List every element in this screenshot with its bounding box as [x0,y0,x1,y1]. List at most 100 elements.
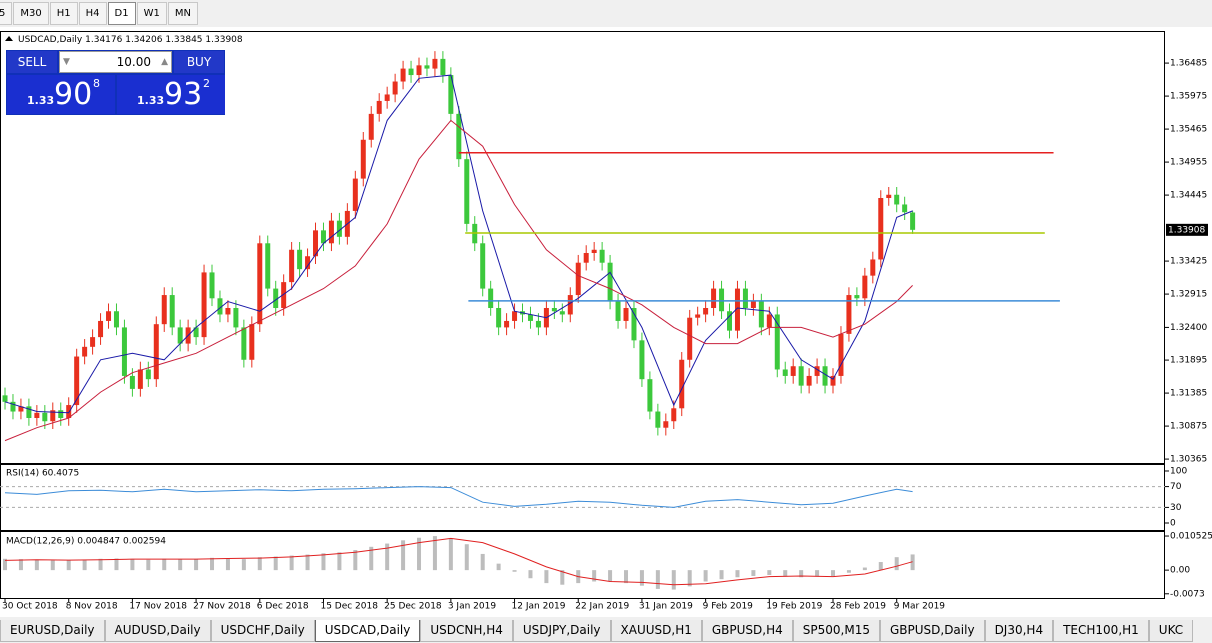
candle-body [145,369,151,380]
candle-body [98,320,104,338]
candle-body [551,308,557,312]
macd-bar [98,558,103,571]
timeframe-toolbar: 5 M30 H1 H4 D1 W1 MN [0,2,199,25]
candle-body [137,369,143,389]
bid-quote[interactable]: 1.33 90 8 [7,75,115,114]
timeframe-button[interactable]: 5 [0,2,13,25]
candle-body [209,272,215,299]
candle-body [368,113,374,140]
candle-body [631,308,637,341]
macd-bar [783,570,788,577]
macd-bar [496,563,501,571]
x-tick-label: 3 Jan 2019 [448,602,496,612]
timeframe-button[interactable]: M30 [13,2,49,25]
chart-tab[interactable]: DJ30,H4 [984,620,1054,642]
candle-body [400,68,406,82]
candle-body [559,311,565,315]
collapse-arrow[interactable] [5,36,13,41]
chart-tab[interactable]: TECH100,H1 [1053,620,1149,642]
volume: 10.00 [116,55,151,69]
candle-body [711,288,717,308]
candle-body [615,301,621,321]
macd-bar [305,554,310,571]
candle-body [313,230,319,257]
chart-tab[interactable]: USDCHF,Daily [210,620,315,642]
candle-body [456,113,462,160]
candle-body [193,327,199,338]
macd-bar [846,570,851,573]
timeframe-button[interactable]: H4 [78,2,107,25]
chart-bg [0,27,1212,617]
chart-tab[interactable]: USDCAD,Daily [314,620,421,642]
candle-body [18,406,24,412]
macd-bar [815,570,820,577]
candle-body [432,58,438,69]
macd-bar [655,570,660,589]
timeframe-button[interactable]: MN [167,2,198,25]
timeframe-button[interactable]: D1 [107,2,136,25]
candle-body [34,412,40,418]
x-tick-label: 31 Jan 2019 [639,602,693,612]
candle-body [822,366,828,386]
main-pane [0,31,1165,464]
macd-bar [353,550,358,571]
chart-tab[interactable]: UKC [1148,620,1194,642]
x-tick-label: 12 Jan 2019 [512,602,566,612]
rsi-pane [0,464,1165,531]
candle-body [113,311,119,328]
y-tick-label: 1.35465 [1170,125,1207,135]
chart-tab[interactable]: SP500,M15 [792,620,880,642]
candle-body [663,421,669,428]
macd-bar [751,570,756,576]
timeframe-button[interactable]: W1 [136,2,167,25]
candle-body [894,194,900,205]
candle-body [424,65,430,69]
x-tick-label: 9 Feb 2019 [703,602,754,612]
timeframe-button[interactable]: H1 [49,2,78,25]
macd-bar [210,557,215,571]
chart-tab[interactable]: AUDUSD,Daily [104,620,211,642]
candle-body [639,340,645,380]
candle-body [727,311,733,331]
candle-body [910,212,916,230]
macd-pane [0,531,1165,599]
chart-tab[interactable]: EURUSD,Daily [0,620,105,642]
buy-button[interactable]: BUY [174,51,224,73]
candle-body [281,282,287,308]
candle-body [647,379,653,412]
macd-bar [257,557,262,571]
symbol-header: USDCAD,Daily 1.34176 1.34206 1.33845 1.3… [18,35,243,45]
macd-bar [544,570,549,584]
candle-body [153,324,159,380]
candle-body [360,139,366,179]
sell-button[interactable]: SELL [7,51,57,73]
chart-tab[interactable]: USDCNH,H4 [420,620,513,642]
candle-body [782,369,788,376]
x-tick-label: 27 Nov 2018 [193,602,251,612]
candle-body [742,288,748,308]
macd-bar [894,557,899,571]
candle-body [352,178,358,211]
chart-tab[interactable]: GBPUSD,Daily [879,620,985,642]
candle-body [161,295,167,325]
macd-bar [910,554,915,571]
chart-tab[interactable]: XAUUSD,H1 [610,620,702,642]
volume-input[interactable]: ▼ 10.00 ▲ [59,51,172,73]
candle-body [249,324,255,360]
chart-tab[interactable]: USDJPY,Daily [512,620,611,642]
macd-bar [369,546,374,571]
y-tick-label: 0.00 [1170,566,1190,576]
candle-body [591,249,597,253]
macd-bar [82,559,87,571]
macd-bar [385,543,390,571]
macd-bar [321,553,326,571]
macd-bar [146,559,151,571]
moving-average [4,119,913,442]
macd-bar [3,558,8,571]
chart-tab[interactable]: GBPUSD,H4 [701,620,793,642]
candle-body [750,301,756,308]
candle-body [129,375,135,389]
macd-bar [560,570,565,585]
candle-body [66,405,72,418]
ask-quote[interactable]: 1.33 93 2 [117,75,225,114]
